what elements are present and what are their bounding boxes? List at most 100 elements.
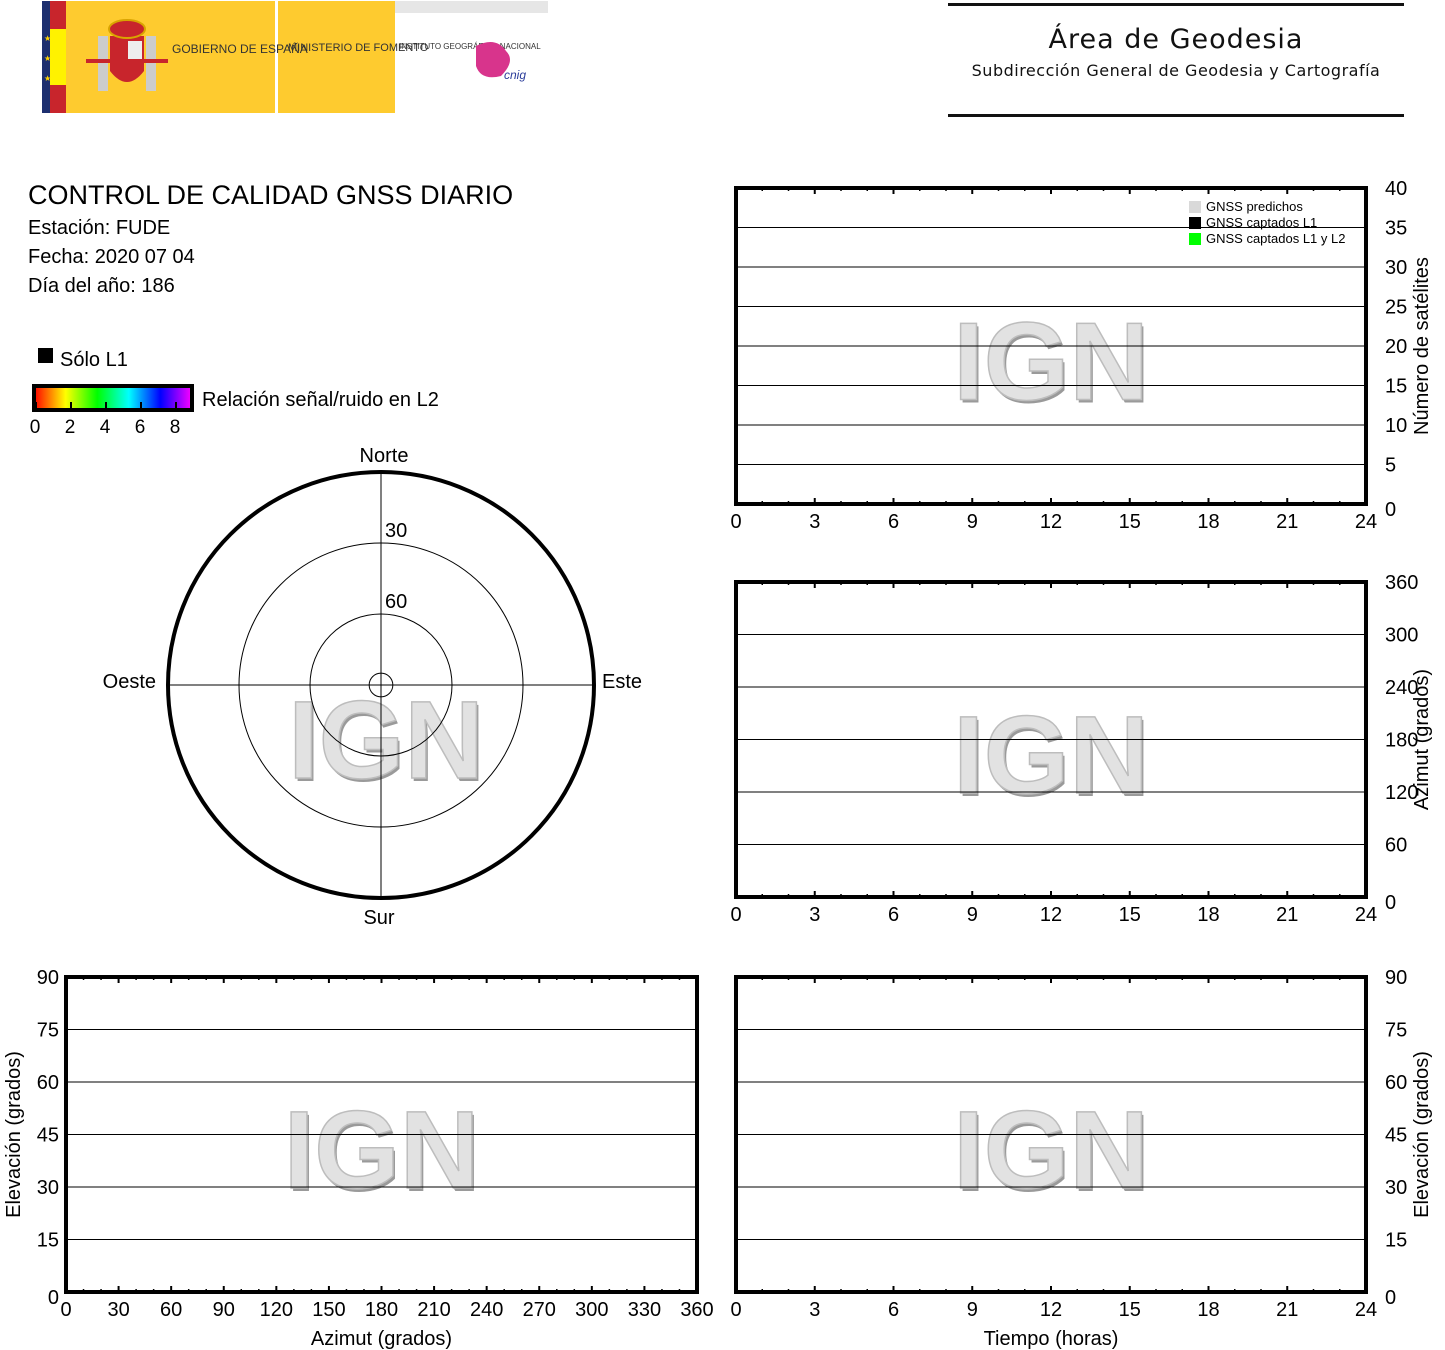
y-axis-label: Elevación (grados) — [1411, 1051, 1433, 1218]
y-tick-label: 40 — [1385, 178, 1407, 200]
x-tick-label: 30 — [107, 1299, 129, 1321]
y-tick-label: 90 — [1385, 967, 1407, 989]
header-title: Área de Geodesia — [1048, 24, 1304, 55]
x-tick-label: 9 — [967, 904, 978, 926]
x-tick-label: 24 — [1355, 904, 1377, 926]
x-tick-label: 21 — [1276, 1299, 1298, 1321]
header: Área de Geodesia Subdirección General de… — [948, 3, 1404, 117]
y-tick-label: 360 — [1385, 572, 1418, 594]
x-tick-label: 3 — [809, 904, 820, 926]
y-tick-label: 180 — [1385, 730, 1418, 752]
svg-text:★: ★ — [44, 54, 51, 63]
ign-watermark: IGN — [288, 679, 484, 802]
y-tick-label: 60 — [1385, 1072, 1407, 1094]
date-label: Fecha: 2020 07 04 — [28, 246, 195, 268]
plot-frame — [734, 186, 1368, 506]
snr-tick-label: 4 — [100, 417, 111, 438]
gobierno-text: GOBIERNO DE ESPAÑA — [172, 42, 308, 56]
x-axis-label: Azimut (grados) — [311, 1328, 452, 1350]
direction-north: Norte — [360, 445, 409, 467]
snr-tick-label: 2 — [65, 417, 76, 438]
y-axis-label: Elevación (grados) — [3, 1051, 25, 1218]
snr-tick-label: 6 — [135, 417, 146, 438]
report-title: CONTROL DE CALIDAD GNSS DIARIO — [28, 180, 514, 210]
x-tick-label: 0 — [730, 904, 741, 926]
x-tick-label: 300 — [575, 1299, 608, 1321]
y-tick-label: 90 — [37, 967, 59, 989]
x-tick-label: 150 — [312, 1299, 345, 1321]
report-info: CONTROL DE CALIDAD GNSS DIARIO Estación:… — [28, 180, 513, 298]
snr-tick-label: 8 — [170, 417, 181, 438]
svg-text:★: ★ — [44, 34, 51, 43]
x-axis-label: Tiempo (horas) — [984, 1328, 1119, 1350]
y-tick-label: 120 — [1385, 782, 1418, 804]
snr-tick-label: 0 — [30, 417, 41, 438]
skyplot-ring-label: 60 — [385, 591, 407, 613]
skyplot-ring — [166, 470, 596, 900]
ign-watermark: IGN — [286, 1092, 482, 1215]
x-tick-label: 9 — [967, 1299, 978, 1321]
ministerio-text: MINISTERIO DE FOMENTO — [288, 42, 429, 54]
legend-swatch — [1189, 217, 1201, 229]
y-tick-label: 30 — [1385, 1177, 1407, 1199]
y-tick-label: 0 — [48, 1287, 59, 1309]
ign-watermark: IGN — [284, 1089, 480, 1212]
cnig-logo-text: cnig — [504, 68, 526, 82]
x-tick-label: 18 — [1197, 1299, 1219, 1321]
y-tick-label: 0 — [1385, 892, 1396, 914]
ign-watermark: IGN — [953, 1089, 1149, 1212]
direction-west: Oeste — [103, 671, 156, 693]
skyplot-ring-label: 30 — [385, 520, 407, 542]
legend-label: GNSS predichos — [1206, 199, 1303, 214]
y-tick-label: 45 — [37, 1125, 59, 1147]
y-tick-label: 20 — [1385, 336, 1407, 358]
x-tick-label: 15 — [1119, 904, 1141, 926]
plot-frame — [734, 580, 1368, 899]
x-tick-label: 120 — [260, 1299, 293, 1321]
x-tick-label: 24 — [1355, 511, 1377, 533]
y-tick-label: 30 — [1385, 257, 1407, 279]
plot-frame — [64, 975, 699, 1294]
ign-watermark: IGN — [953, 694, 1149, 817]
skyplot-ring — [309, 613, 453, 757]
instituto-text: INSTITUTO GEOGRÁFICO NACIONAL — [399, 42, 541, 51]
plot-frame — [734, 975, 1368, 1294]
x-tick-label: 6 — [888, 1299, 899, 1321]
y-tick-label: 75 — [1385, 1020, 1407, 1042]
x-tick-label: 360 — [680, 1299, 713, 1321]
y-tick-label: 35 — [1385, 218, 1407, 240]
y-axis-label: Azimut (grados) — [1411, 669, 1433, 810]
svg-text:★: ★ — [44, 74, 51, 83]
y-tick-label: 10 — [1385, 415, 1407, 437]
y-tick-label: 25 — [1385, 297, 1407, 319]
y-tick-label: 60 — [37, 1072, 59, 1094]
l1-only-label: Sólo L1 — [60, 349, 128, 371]
ign-watermark: IGN — [953, 301, 1149, 424]
direction-south: Sur — [363, 907, 394, 929]
x-tick-label: 15 — [1119, 511, 1141, 533]
header-subtitle: Subdirección General de Geodesia y Carto… — [971, 61, 1381, 80]
skyplot-ring — [238, 542, 524, 828]
x-tick-label: 9 — [967, 511, 978, 533]
x-tick-label: 21 — [1276, 904, 1298, 926]
direction-east: Este — [602, 671, 642, 693]
l1-only-swatch — [38, 348, 53, 363]
snr-colorbar — [32, 384, 194, 412]
y-tick-label: 300 — [1385, 625, 1418, 647]
x-tick-label: 21 — [1276, 511, 1298, 533]
coat-of-arms-icon — [86, 19, 168, 91]
ign-watermark: IGN — [955, 697, 1151, 820]
y-tick-label: 0 — [1385, 1287, 1396, 1309]
x-tick-label: 270 — [523, 1299, 556, 1321]
legend-label: GNSS captados L1 y L2 — [1206, 231, 1345, 246]
y-tick-label: 30 — [37, 1177, 59, 1199]
snr-label: Relación señal/ruido en L2 — [202, 389, 439, 411]
x-tick-label: 12 — [1040, 511, 1062, 533]
x-tick-label: 3 — [809, 1299, 820, 1321]
x-tick-label: 180 — [365, 1299, 398, 1321]
x-tick-label: 330 — [628, 1299, 661, 1321]
